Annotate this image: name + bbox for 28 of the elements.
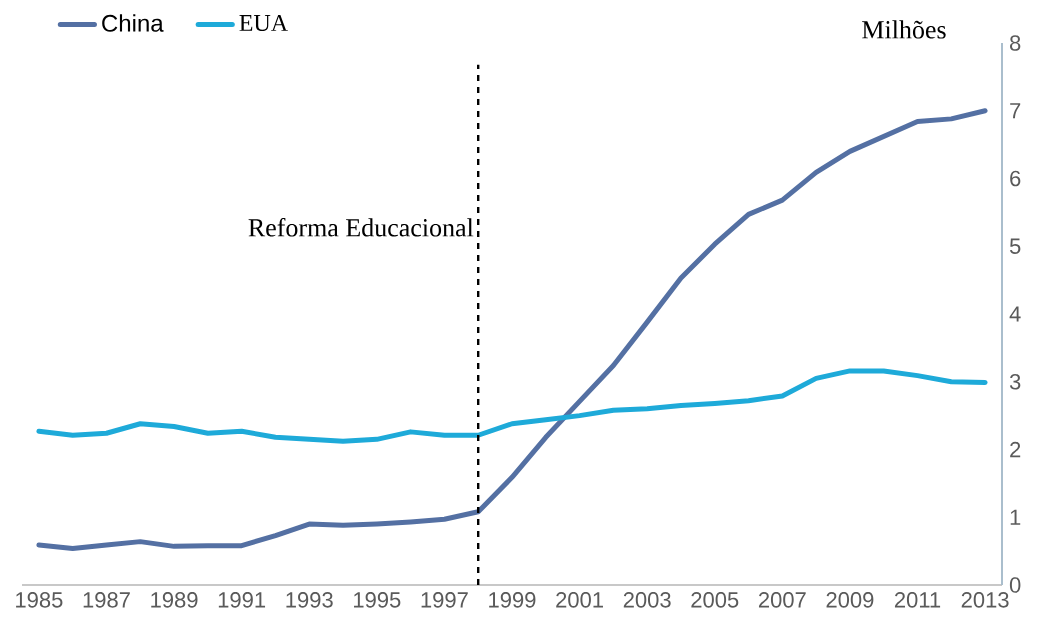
- x-tick-label: 2013: [961, 592, 1009, 608]
- legend-label: China: [102, 14, 164, 32]
- x-tick-label: 1995: [354, 592, 401, 608]
- y-axis-title: Milhões: [862, 20, 946, 39]
- y-tick-label: 5: [1009, 238, 1021, 254]
- x-tick-label: 1989: [151, 592, 198, 608]
- x-tick-label: 1985: [16, 592, 63, 608]
- x-tick-label: 2009: [826, 592, 874, 608]
- x-tick-label: 1997: [421, 592, 468, 608]
- y-tick-label: 1: [1010, 509, 1021, 525]
- y-tick-label: 0: [1009, 577, 1021, 593]
- x-tick-label: 1993: [286, 592, 333, 608]
- x-tick-label: 2007: [758, 592, 806, 608]
- x-tick-label: 1991: [218, 592, 266, 608]
- legend-label: EUA: [239, 14, 288, 32]
- x-tick-label: 1999: [489, 592, 536, 608]
- y-tick-label: 7: [1010, 103, 1021, 119]
- ref-line-label: Reforma Educacional: [248, 217, 474, 237]
- x-tick-label: 2001: [556, 592, 603, 608]
- x-tick-label: 2005: [691, 592, 739, 608]
- y-tick-label: 3: [1009, 373, 1021, 390]
- y-tick-label: 8: [1010, 35, 1021, 51]
- y-tick-label: 4: [1009, 306, 1021, 322]
- x-tick-label: 2011: [894, 592, 941, 608]
- x-tick-label: 1987: [83, 592, 130, 608]
- y-tick-label: 2: [1010, 441, 1021, 458]
- x-tick-label: 2003: [623, 592, 671, 608]
- y-tick-label: 6: [1010, 170, 1021, 187]
